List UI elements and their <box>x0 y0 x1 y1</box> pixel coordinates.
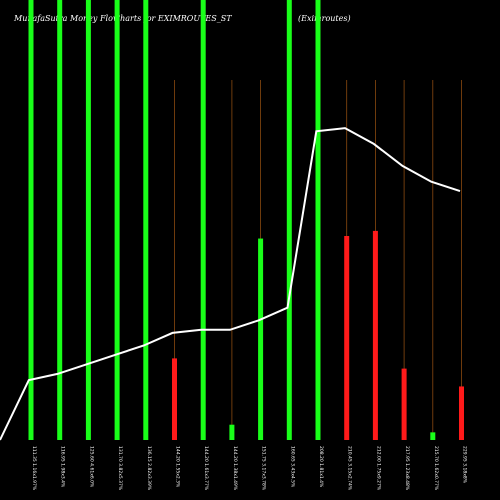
x-tick-label: 217.95 1.23x8.48% <box>404 446 410 491</box>
x-tick-label: 144.20 1.38x1.49% <box>232 446 238 491</box>
chart-title: MunafaSutra <box>14 14 67 23</box>
site-name: MunafaSutra <box>14 14 68 23</box>
money-flow-bar <box>286 0 292 440</box>
x-tick-label: 210.45 3.15x2.74% <box>347 446 353 491</box>
price-line <box>0 127 461 441</box>
money-flow-bar <box>258 238 264 440</box>
x-tick-label: 144.20 1.55x2.3% <box>175 446 181 488</box>
chart-subtitle-symbol: Charts for EXIMROUTES_ST <box>114 14 232 23</box>
x-tick-label: 229.95 3.18x8% <box>462 446 468 484</box>
money-flow-bar <box>229 424 235 440</box>
x-tick-label: 212.00 1.75x9.27% <box>375 446 381 491</box>
x-tick-label: 125.60 4.61x6.0% <box>88 446 94 488</box>
money-flow-bar <box>430 432 436 440</box>
money-flow-bar <box>200 0 206 440</box>
x-tick-label: 131.70 3.82x5.37% <box>117 446 123 491</box>
money-flow-bar <box>344 236 350 440</box>
x-tick-label: 208.20 1.81x1.4% <box>318 446 324 488</box>
x-tick-label: 111.35 1.16x1.97% <box>31 446 37 491</box>
x-tick-label: 160.65 3.43x4.5% <box>289 446 295 488</box>
x-tick-label: 116.95 1.98x3.4% <box>60 446 66 488</box>
money-flow-bar <box>114 0 120 440</box>
chart-subtitle-money-flow: Money Flow <box>70 14 120 23</box>
chart-subtitle-company: (Eximroutes) <box>298 14 351 23</box>
money-flow-bar <box>85 0 91 440</box>
money-flow-bar <box>372 230 378 440</box>
x-tick-label: 136.15 2.82x3.39% <box>146 446 152 491</box>
money-flow-bar <box>401 368 407 440</box>
x-tick-label: 215.70 1.62x0.77% <box>433 446 439 491</box>
money-flow-bar <box>315 0 321 440</box>
chart-name: Money Flow <box>70 14 120 23</box>
money-flow-bar <box>143 0 149 440</box>
money-flow-bar <box>57 0 63 440</box>
money-flow-bar <box>459 386 464 440</box>
x-tick-label: 144.20 1.61x3.77% <box>203 446 209 491</box>
company-name: (Eximroutes) <box>298 14 351 23</box>
charts-for-label: Charts for EXIMROUTES_ST <box>114 14 232 23</box>
x-tick-label: 151.75 3.17x3.78% <box>261 446 267 491</box>
money-flow-bar <box>172 358 177 440</box>
money-flow-bar <box>28 0 34 440</box>
